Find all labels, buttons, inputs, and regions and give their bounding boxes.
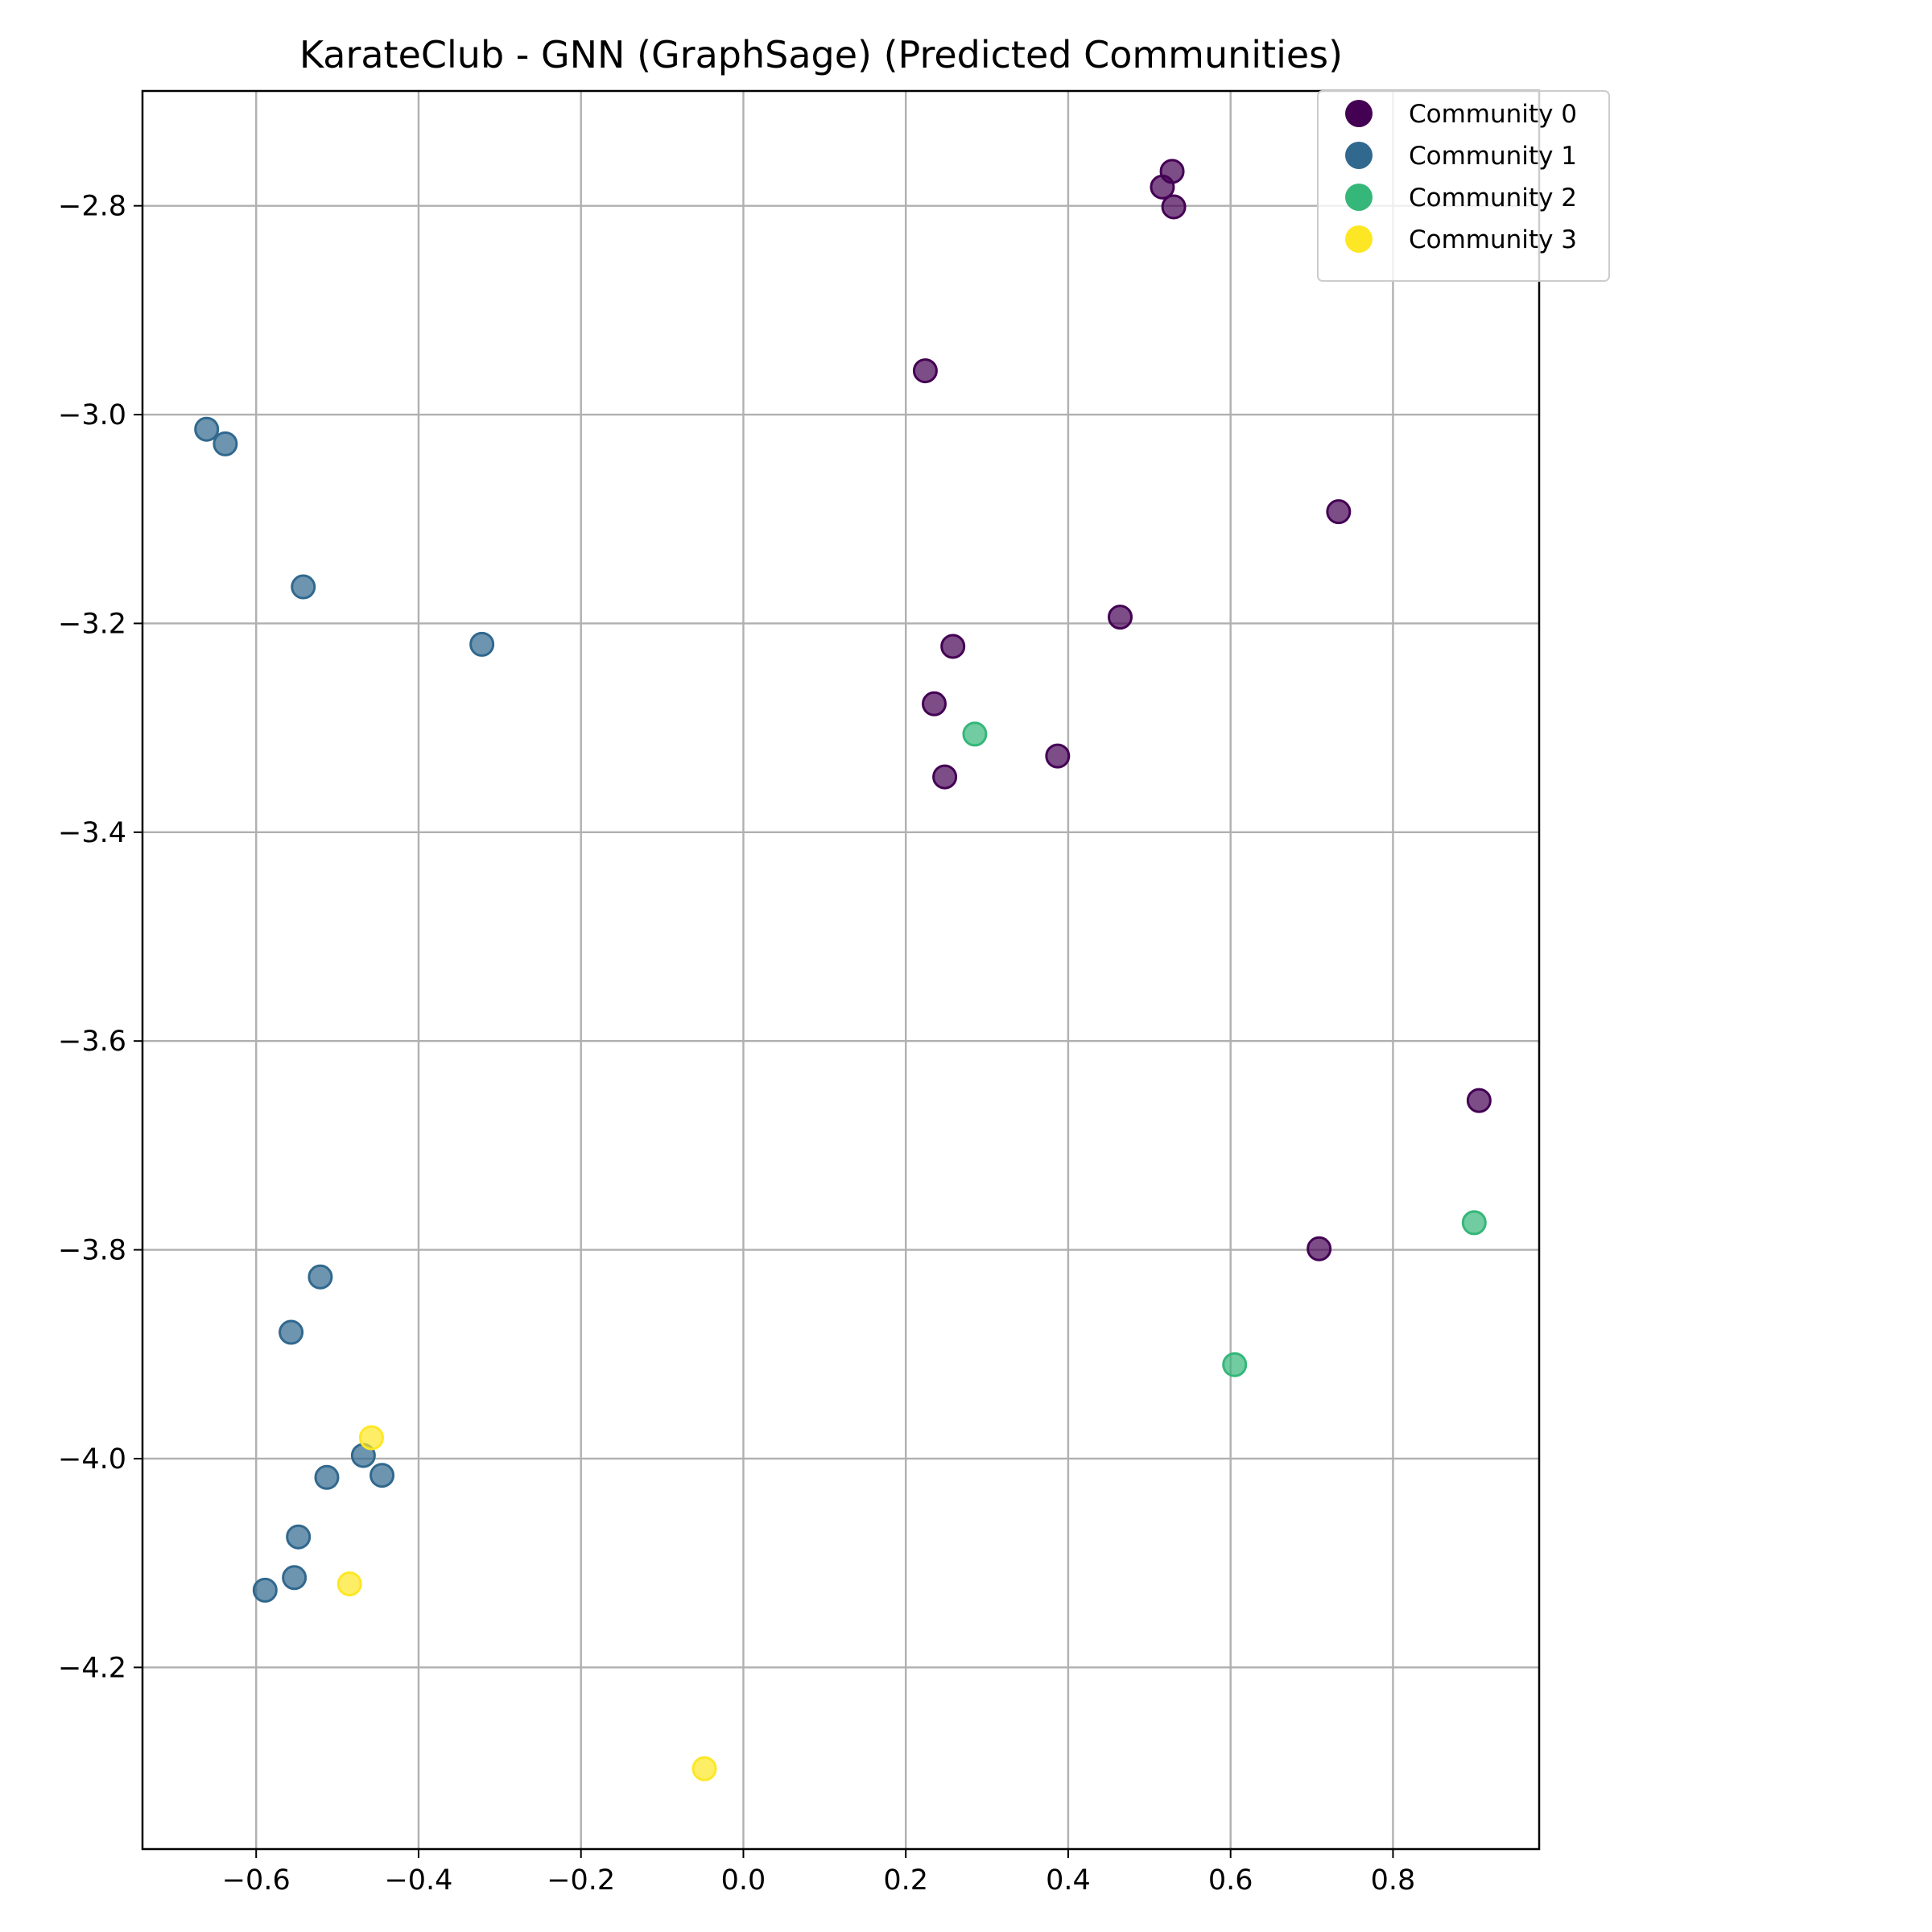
x-tick-label: 0.2 bbox=[883, 1864, 928, 1897]
data-point-community-1 bbox=[194, 416, 220, 442]
data-point-community-0 bbox=[922, 691, 947, 716]
y-tick-label: −2.8 bbox=[58, 191, 126, 223]
legend-label: Community 3 bbox=[1409, 225, 1577, 254]
x-tick-label: −0.6 bbox=[222, 1864, 291, 1897]
legend-marker bbox=[1345, 225, 1373, 253]
x-tick-label: −0.2 bbox=[547, 1864, 615, 1897]
data-point-community-0 bbox=[1150, 174, 1175, 200]
legend-box bbox=[1317, 90, 1610, 282]
data-point-community-0 bbox=[1466, 1088, 1492, 1113]
y-tick-label: −3.0 bbox=[58, 399, 126, 431]
data-point-community-3 bbox=[691, 1756, 717, 1781]
axis-ticks: −0.6 −0.4 −0.2 0.0 0.2 0.4 0.6 0.8 −4.2 −4.0 −3.8 −… bbox=[58, 191, 1415, 1897]
legend: Community 0 Community 1 Community 2 Communi… bbox=[1317, 90, 1610, 282]
data-point-community-0 bbox=[940, 634, 966, 659]
y-tick-label: −3.4 bbox=[58, 817, 126, 849]
data-point-community-0 bbox=[1045, 743, 1071, 769]
data-point-community-1 bbox=[279, 1319, 304, 1345]
data-point-community-0 bbox=[932, 764, 958, 790]
data-point-community-1 bbox=[308, 1264, 333, 1290]
grid bbox=[142, 91, 1539, 1849]
legend-marker bbox=[1345, 142, 1373, 169]
y-tick-label: −3.6 bbox=[58, 1026, 126, 1058]
data-points bbox=[194, 159, 1492, 1781]
y-tick-label: −4.0 bbox=[58, 1443, 126, 1476]
data-point-community-3 bbox=[358, 1425, 384, 1451]
data-point-community-0 bbox=[1326, 499, 1352, 525]
data-point-community-0 bbox=[1307, 1236, 1332, 1261]
data-point-community-2 bbox=[1461, 1210, 1487, 1236]
x-tick-label: 0.0 bbox=[721, 1864, 766, 1897]
legend-label: Community 1 bbox=[1409, 142, 1577, 171]
legend-marker bbox=[1345, 184, 1373, 211]
data-point-community-1 bbox=[282, 1565, 308, 1591]
chart-title: KarateClub - GNN (GraphSage) (Predicted … bbox=[299, 33, 1343, 76]
data-point-community-1 bbox=[369, 1463, 395, 1488]
data-point-community-2 bbox=[962, 721, 988, 747]
legend-label: Community 2 bbox=[1409, 184, 1577, 213]
data-point-community-1 bbox=[252, 1577, 278, 1603]
plot-frame bbox=[141, 89, 1541, 1851]
data-point-community-1 bbox=[469, 631, 495, 657]
x-tick-label: 0.4 bbox=[1046, 1864, 1091, 1897]
x-tick-label: 0.6 bbox=[1208, 1864, 1253, 1897]
x-tick-label: −0.4 bbox=[384, 1864, 452, 1897]
legend-marker bbox=[1345, 100, 1373, 127]
data-point-community-3 bbox=[336, 1571, 362, 1597]
y-tick-label: −3.8 bbox=[58, 1235, 126, 1267]
y-tick-label: −4.2 bbox=[58, 1652, 126, 1684]
data-point-community-1 bbox=[286, 1524, 312, 1550]
y-tick-label: −3.2 bbox=[58, 608, 126, 640]
data-point-community-1 bbox=[213, 431, 238, 456]
data-point-community-0 bbox=[912, 358, 938, 384]
legend-label: Community 0 bbox=[1409, 100, 1577, 129]
x-tick-label: 0.8 bbox=[1371, 1864, 1416, 1897]
data-point-community-2 bbox=[1222, 1352, 1248, 1377]
data-point-community-1 bbox=[314, 1464, 340, 1490]
data-point-community-0 bbox=[1161, 194, 1187, 220]
data-point-community-1 bbox=[291, 574, 316, 600]
data-point-community-0 bbox=[1108, 605, 1133, 630]
